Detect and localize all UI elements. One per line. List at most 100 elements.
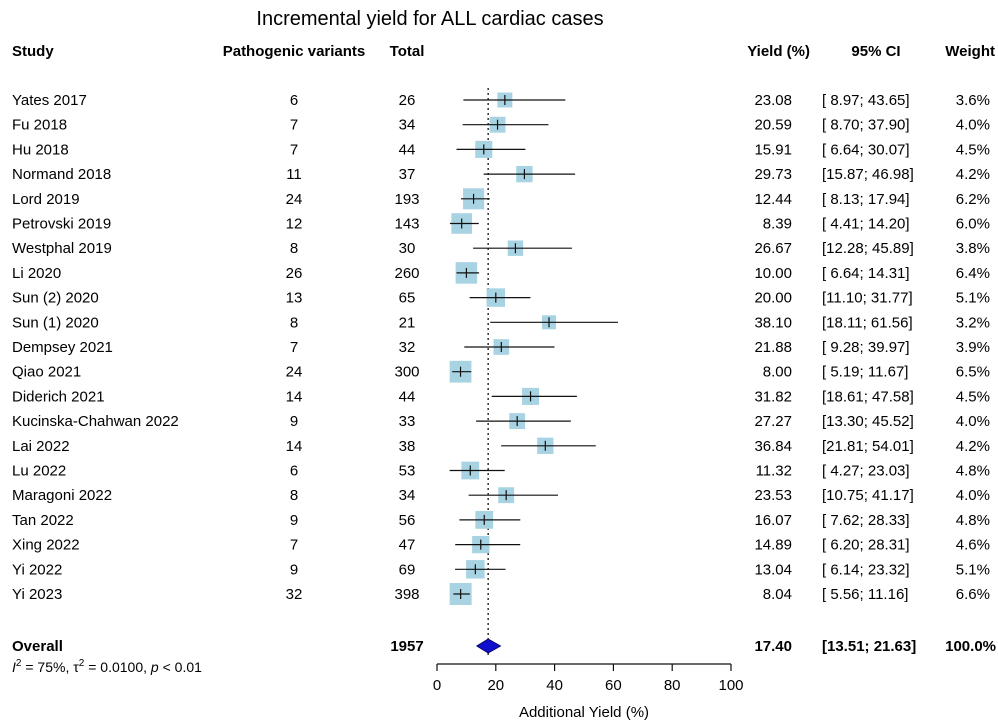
ci-value: [ 8.70; 37.90] — [822, 117, 910, 134]
total-value: 300 — [394, 364, 419, 381]
overall-label: Overall — [12, 638, 63, 655]
yield-value: 26.67 — [754, 240, 792, 257]
weight-value: 4.5% — [956, 388, 990, 405]
header-yield: Yield (%) — [747, 43, 810, 60]
study-name: Lai 2022 — [12, 438, 70, 455]
ci-value: [18.61; 47.58] — [822, 388, 914, 405]
pathogenic-variants-value: 24 — [286, 191, 303, 208]
yield-value: 27.27 — [754, 413, 792, 430]
yield-value: 29.73 — [754, 166, 792, 183]
pathogenic-variants-value: 13 — [286, 290, 303, 307]
equals-sign: = — [21, 659, 37, 675]
study-name: Yi 2022 — [12, 561, 62, 578]
weight-value: 6.0% — [956, 216, 990, 233]
x-tick-label: 0 — [433, 677, 441, 694]
ci-value: [ 5.19; 11.67] — [822, 364, 908, 381]
yield-value: 8.04 — [763, 586, 792, 603]
pathogenic-variants-value: 8 — [290, 314, 298, 331]
study-name: Hu 2018 — [12, 141, 69, 158]
yield-value: 12.44 — [754, 191, 792, 208]
total-value: 193 — [394, 191, 419, 208]
yield-value: 15.91 — [754, 141, 792, 158]
ci-value: [ 9.28; 39.97] — [822, 339, 910, 356]
study-row: Sun (2) 2020 13 65 20.00 [11.10; 31.77] 5.1% — [12, 288, 990, 307]
x-tick-label: 100 — [718, 677, 743, 694]
study-row: Sun (1) 2020 8 21 38.10 [18.11; 61.56] 3.2% — [12, 314, 990, 331]
study-name: Tan 2022 — [12, 512, 74, 529]
equals-sign: = — [84, 659, 100, 675]
pathogenic-variants-value: 7 — [290, 117, 298, 134]
weight-value: 4.0% — [956, 413, 990, 430]
total-value: 32 — [399, 339, 416, 356]
study-row: Dempsey 2021 7 32 21.88 [ 9.28; 39.97] 3.9% — [12, 339, 990, 356]
weight-value: 4.8% — [956, 512, 990, 529]
study-row: Qiao 2021 24 300 8.00 [ 5.19; 11.67] 6.5% — [12, 360, 990, 383]
ci-value: [21.81; 54.01] — [822, 438, 914, 455]
weight-value: 6.2% — [956, 191, 990, 208]
tau2-symbol: , τ — [65, 659, 79, 675]
x-tick-label: 80 — [664, 677, 681, 694]
total-value: 26 — [399, 92, 416, 109]
study-name: Yates 2017 — [12, 92, 87, 109]
total-value: 38 — [399, 438, 416, 455]
total-value: 44 — [399, 388, 416, 405]
tau2-value: 0.0100 — [100, 659, 143, 675]
ci-value: [ 6.20; 28.31] — [822, 537, 910, 554]
study-row: Lai 2022 14 38 36.84 [21.81; 54.01] 4.2% — [12, 437, 990, 455]
weight-value: 3.2% — [956, 314, 990, 331]
weight-value: 4.2% — [956, 166, 990, 183]
total-value: 56 — [399, 512, 416, 529]
study-row: Normand 2018 11 37 29.73 [15.87; 46.98] 4.2% — [12, 165, 990, 183]
total-value: 30 — [399, 240, 416, 257]
pathogenic-variants-value: 12 — [286, 216, 303, 233]
study-name: Diderich 2021 — [12, 388, 105, 405]
tau2-superscript: 2 — [79, 658, 85, 669]
ci-value: [15.87; 46.98] — [822, 166, 914, 183]
study-row: Westphal 2019 8 30 26.67 [12.28; 45.89] 3.8% — [12, 240, 990, 257]
ci-value: [10.75; 41.17] — [822, 487, 914, 504]
weight-value: 5.1% — [956, 561, 990, 578]
yield-value: 38.10 — [754, 314, 792, 331]
ci-value: [ 4.27; 23.03] — [822, 463, 910, 480]
study-rows: Yates 2017 6 26 23.08 [ 8.97; 43.65] 3.6% Fu 2… — [12, 88, 990, 655]
total-value: 260 — [394, 265, 419, 282]
study-name: Dempsey 2021 — [12, 339, 113, 356]
study-row: Tan 2022 9 56 16.07 [ 7.62; 28.33] 4.8% — [12, 511, 990, 529]
yield-value: 23.53 — [754, 487, 792, 504]
overall-ci: [13.51; 21.63] — [822, 638, 916, 655]
study-row: Yi 2022 9 69 13.04 [ 6.14; 23.32] 5.1% — [12, 560, 990, 579]
yield-value: 11.32 — [756, 463, 792, 480]
study-name: Lord 2019 — [12, 191, 80, 208]
total-value: 34 — [399, 117, 416, 134]
study-row: Lord 2019 24 193 12.44 [ 8.13; 17.94] 6.2% — [12, 188, 990, 210]
weight-value: 6.4% — [956, 265, 990, 282]
total-value: 65 — [399, 290, 416, 307]
header-95-ci: 95% CI — [851, 43, 900, 60]
ci-value: [ 6.64; 14.31] — [822, 265, 910, 282]
study-name: Kucinska-Chahwan 2022 — [12, 413, 179, 430]
weight-value: 4.0% — [956, 487, 990, 504]
header-pathogenic-variants: Pathogenic variants — [223, 43, 366, 60]
overall-yield: 17.40 — [754, 638, 792, 655]
weight-value: 4.6% — [956, 537, 990, 554]
yield-value: 13.04 — [754, 561, 792, 578]
overall-diamond — [475, 638, 502, 654]
p-symbol: p — [150, 659, 159, 675]
yield-value: 20.59 — [754, 117, 792, 134]
weight-value: 4.5% — [956, 141, 990, 158]
pathogenic-variants-value: 9 — [290, 561, 298, 578]
overall-total: 1957 — [390, 638, 423, 655]
pathogenic-variants-value: 32 — [286, 586, 303, 603]
ci-value: [12.28; 45.89] — [822, 240, 914, 257]
total-value: 33 — [399, 413, 416, 430]
pathogenic-variants-value: 24 — [286, 364, 303, 381]
weight-value: 6.6% — [956, 586, 990, 603]
total-value: 53 — [399, 463, 416, 480]
study-row: Yates 2017 6 26 23.08 [ 8.97; 43.65] 3.6% — [12, 92, 990, 109]
study-name: Sun (2) 2020 — [12, 290, 99, 307]
study-name: Yi 2023 — [12, 586, 62, 603]
study-name: Xing 2022 — [12, 537, 80, 554]
yield-value: 23.08 — [754, 92, 792, 109]
header-total: Total — [390, 43, 425, 60]
ci-value: [ 6.14; 23.32] — [822, 561, 910, 578]
